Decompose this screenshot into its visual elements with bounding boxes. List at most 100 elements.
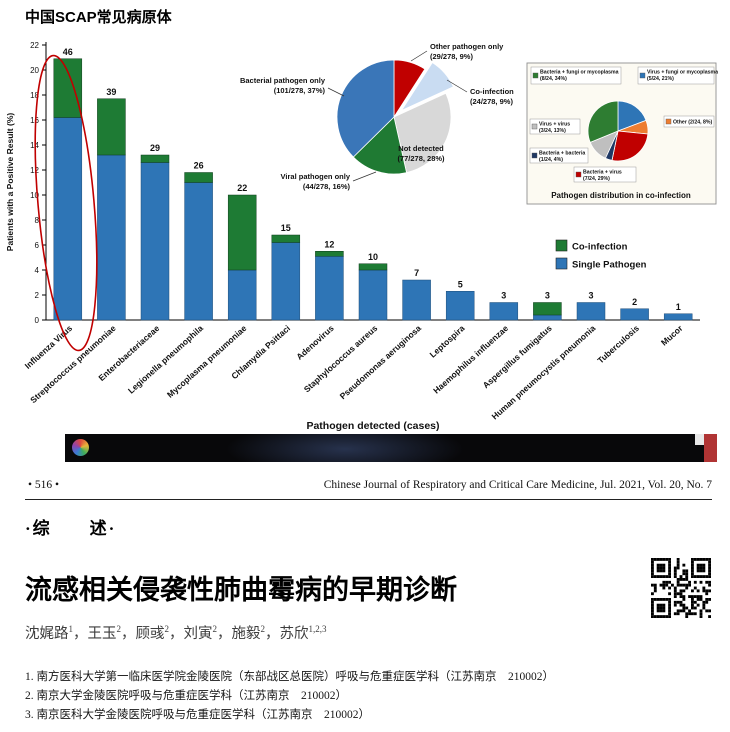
author-name: 苏欣1,2,3 xyxy=(279,624,327,642)
bar-co-infection xyxy=(315,251,344,257)
inset-legend-box xyxy=(663,115,715,128)
bar-co-infection xyxy=(533,302,562,316)
affiliation-line: 3. 南京医科大学金陵医院呼吸与危重症医学科（江苏南京 210002） xyxy=(25,709,370,721)
svg-text:12: 12 xyxy=(30,166,39,175)
inset-legend-box xyxy=(573,166,637,183)
svg-text:16: 16 xyxy=(30,116,39,125)
inset-legend-label: Other (2/24, 8%) xyxy=(673,120,712,126)
inset-legend-swatch xyxy=(575,171,582,178)
detection-pie: Bacterial pathogen only(101/278, 37%) Vir… xyxy=(240,42,514,191)
video-thumbnail-strip[interactable] xyxy=(65,434,717,462)
bar-single-pathogen xyxy=(402,279,431,321)
x-category-label: Tuberculosis xyxy=(595,323,641,366)
x-category-label: Pseudomonas aeruginosa xyxy=(338,323,424,401)
bar-value-label: 26 xyxy=(194,161,204,171)
pie-label-detail: (24/278, 9%) xyxy=(470,97,513,106)
svg-text:18: 18 xyxy=(30,91,39,100)
svg-text:6: 6 xyxy=(35,241,40,250)
inset-legend-swatch xyxy=(531,152,538,159)
inset-legend-label: Bacteria + fungi or mycoplasma xyxy=(540,70,619,76)
pie-slice xyxy=(400,61,454,112)
article-title: 流感相关侵袭性肺曲霉病的早期诊断 xyxy=(25,575,457,605)
pie-slice xyxy=(352,116,408,175)
pie-label-detail: (77/278, 28%) xyxy=(397,154,445,163)
inset-legend-box xyxy=(529,118,581,135)
bar-single-pathogen xyxy=(184,182,213,321)
svg-text:2: 2 xyxy=(35,291,40,300)
bar-value-label: 15 xyxy=(281,223,291,233)
pie-label-detail: (44/278, 16%) xyxy=(303,182,351,191)
pie-label-detail: (101/278, 37%) xyxy=(274,86,326,95)
affiliation-line: 1. 南方医科大学第一临床医学院金陵医院（东部战区总医院）呼吸与危重症医学科（江… xyxy=(25,671,554,683)
bar-single-pathogen xyxy=(620,308,649,321)
svg-text:4: 4 xyxy=(35,266,40,275)
bar-single-pathogen xyxy=(271,242,301,321)
affiliation-line: 2. 南京大学金陵医院呼吸与危重症医学科（江苏南京 210002） xyxy=(25,690,347,702)
bar-co-infection xyxy=(53,58,83,118)
video-strip-white-fragment xyxy=(695,434,704,445)
legend-label: Single Pathogen xyxy=(572,260,647,271)
colorwheel-logo-icon xyxy=(72,439,89,456)
x-category-label: Mucor xyxy=(659,323,685,348)
bar-value-label: 10 xyxy=(368,252,378,262)
inset-legend-swatch xyxy=(665,118,672,125)
inset-legend-detail: (1/24, 4%) xyxy=(539,157,563,163)
inset-legend-label: Virus + virus xyxy=(539,122,570,128)
author-name: 施毅2 xyxy=(231,624,266,642)
inset-legend-box xyxy=(529,147,589,164)
bar-value-label: 3 xyxy=(545,291,550,301)
y-axis-title: Patients with a Positive Result (%) xyxy=(5,113,15,252)
section-label: ·综 述· xyxy=(25,519,117,538)
inset-legend-swatch xyxy=(531,123,538,130)
x-category-label: Haemophilus influenzae xyxy=(431,323,510,396)
video-frame-highlight xyxy=(225,434,465,462)
bar-co-infection xyxy=(97,98,126,156)
inset-legend-label: Virus + fungi or mycoplasma xyxy=(647,70,718,76)
inset-legend-box xyxy=(530,66,622,85)
legend-label: Co-infection xyxy=(572,242,628,253)
bar-single-pathogen xyxy=(140,162,170,321)
pie-label-detail: (29/278, 9%) xyxy=(430,52,473,61)
bar-single-pathogen xyxy=(315,256,344,321)
inset-legend-swatch xyxy=(639,72,646,79)
svg-text:20: 20 xyxy=(30,66,39,75)
pie-slice xyxy=(587,100,619,143)
inset-legend-detail: (3/24, 13%) xyxy=(539,128,566,134)
bar-value-label: 7 xyxy=(414,268,419,278)
author-name: 王玉2 xyxy=(87,624,122,642)
coinfection-inset: Pathogen distribution in co-infection Bac… xyxy=(526,62,718,205)
svg-text:0: 0 xyxy=(35,316,40,325)
bar-co-infection xyxy=(271,234,301,243)
inset-legend-detail: (5/24, 21%) xyxy=(647,76,674,82)
pie-label: Other pathogen only xyxy=(430,42,504,51)
video-strip-red-fragment xyxy=(704,434,717,462)
x-category-label: Staphylococcus aureus xyxy=(302,323,380,394)
bar-single-pathogen xyxy=(533,314,562,321)
affiliations: 1. 南方医科大学第一临床医学院金陵医院（东部战区总医院）呼吸与危重症医学科（江… xyxy=(25,668,554,725)
page-number: • 516 • xyxy=(28,479,60,491)
bar-co-infection xyxy=(140,154,170,163)
bar-co-infection xyxy=(184,172,213,183)
bar-value-label: 22 xyxy=(237,183,247,193)
inset-legend-detail: (7/24, 29%) xyxy=(583,176,610,182)
author-name: 刘寅2 xyxy=(183,624,218,642)
pie-label: Bacterial pathogen only xyxy=(240,76,326,85)
bar-value-label: 39 xyxy=(106,87,116,97)
inset-title: Pathogen distribution in co-infection xyxy=(551,191,691,200)
inset-legend-label: Bacteria + bacteria xyxy=(539,151,585,157)
pie-label: Not detected xyxy=(398,144,444,153)
bar-single-pathogen xyxy=(489,302,519,321)
journal-citation: Chinese Journal of Respiratory and Criti… xyxy=(323,479,712,491)
bar-value-label: 5 xyxy=(458,279,463,289)
figure-annotation-title: 中国SCAP常见病原体 xyxy=(25,9,172,26)
qr-code xyxy=(651,558,711,618)
inset-legend-detail: (8/24, 34%) xyxy=(540,76,567,82)
x-category-label: Streptococcus pneumoniae xyxy=(28,323,118,405)
svg-text:10: 10 xyxy=(30,191,39,200)
inset-legend-swatch xyxy=(532,72,539,79)
bar-single-pathogen xyxy=(53,117,83,321)
pie-label: Viral pathogen only xyxy=(281,172,351,181)
x-category-label: Adenovirus xyxy=(294,323,336,362)
legend-swatch xyxy=(555,239,568,252)
